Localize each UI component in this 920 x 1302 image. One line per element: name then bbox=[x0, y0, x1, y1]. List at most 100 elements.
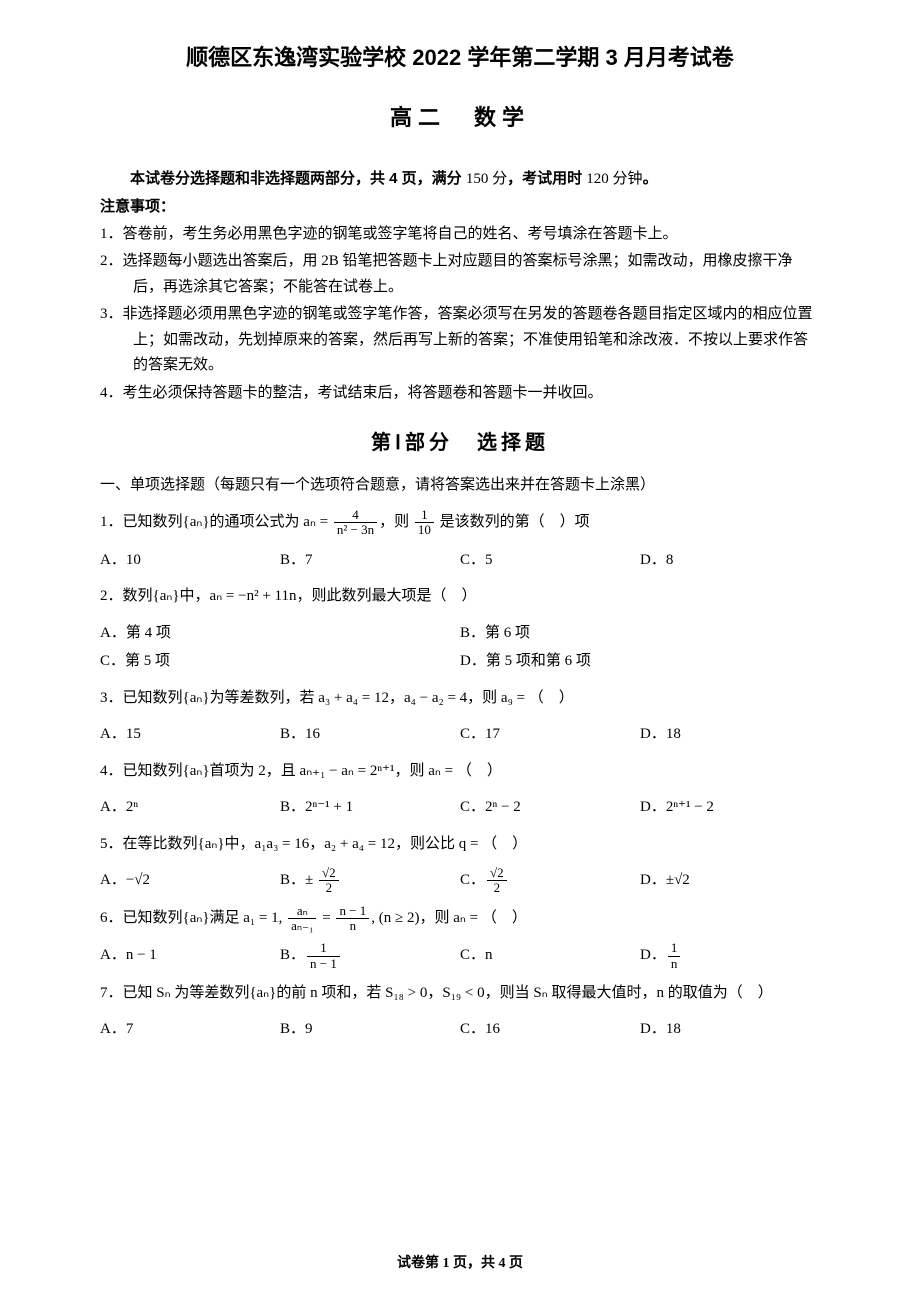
fraction: 1n − 1 bbox=[307, 941, 340, 971]
question-text: 6．已知数列{aₙ}满足 a₁ = 1, aₙaₙ₋₁ = n − 1n, (n… bbox=[100, 904, 820, 934]
question-5: 5．在等比数列{aₙ}中，a₁a₃ = 16，a₂ + a₄ = 12，则公比 … bbox=[100, 830, 820, 896]
numerator: n − 1 bbox=[336, 904, 369, 919]
intro-p3: 。 bbox=[643, 170, 658, 187]
question-text: 7．已知 Sₙ 为等差数列{aₙ}的前 n 项和，若 S₁₈ > 0，S₁₉ <… bbox=[100, 979, 820, 1008]
option-a: A．n − 1 bbox=[100, 941, 280, 971]
option-b: B．9 bbox=[280, 1015, 460, 1044]
fraction: √22 bbox=[487, 866, 507, 896]
question-text: 4．已知数列{aₙ}首项为 2，且 aₙ₊₁ − aₙ = 2ⁿ⁺¹，则 aₙ … bbox=[100, 757, 820, 786]
q-suffix: , (n ≥ 2)，则 aₙ = （ ） bbox=[371, 910, 527, 926]
question-text: 1．已知数列{aₙ}的通项公式为 aₙ = 4n² − 3n，则 110 是该数… bbox=[100, 508, 820, 538]
option-d: D．2ⁿ⁺¹ − 2 bbox=[640, 793, 820, 822]
q-prefix: 6．已知数列{aₙ}满足 a₁ = 1, bbox=[100, 910, 286, 926]
options: A．7 B．9 C．16 D．18 bbox=[100, 1015, 820, 1044]
q-prefix: 1．已知数列{aₙ}的通项公式为 aₙ = bbox=[100, 514, 332, 530]
opt-label: D． bbox=[640, 948, 666, 964]
numerator: √2 bbox=[319, 866, 339, 881]
option-c: C．5 bbox=[460, 546, 640, 575]
section-title: 第Ⅰ部分 选择题 bbox=[100, 426, 820, 455]
fraction: 110 bbox=[415, 508, 434, 538]
option-a: A．2ⁿ bbox=[100, 793, 280, 822]
exam-subtitle: 高二 数学 bbox=[100, 100, 820, 132]
option-a: A．15 bbox=[100, 720, 280, 749]
denominator: n bbox=[336, 919, 369, 933]
option-d: D．18 bbox=[640, 1015, 820, 1044]
option-d: D．第 5 项和第 6 项 bbox=[460, 647, 820, 676]
intro-text: 本试卷分选择题和非选择题两部分，共 4 页，满分 150 分，考试用时 120 … bbox=[100, 168, 820, 191]
notice-item: 2．选择题每小题选出答案后，用 2B 铅笔把答题卡上对应题目的答案标号涂黑；如需… bbox=[100, 249, 820, 300]
notice-title: 注意事项： bbox=[100, 195, 820, 216]
option-d: D．8 bbox=[640, 546, 820, 575]
subsection-title: 一、单项选择题（每题只有一个选项符合题意，请将答案选出来并在答题卡上涂黑） bbox=[100, 473, 820, 494]
option-d: D．1n bbox=[640, 941, 820, 971]
options: A．2ⁿ B．2ⁿ⁻¹ + 1 C．2ⁿ − 2 D．2ⁿ⁺¹ − 2 bbox=[100, 793, 820, 822]
question-2: 2．数列{aₙ}中，aₙ = −n² + 11n，则此数列最大项是（ ） A．第… bbox=[100, 582, 820, 676]
options: A．15 B．16 C．17 D．18 bbox=[100, 720, 820, 749]
denominator: 2 bbox=[487, 881, 507, 895]
denominator: aₙ₋₁ bbox=[288, 919, 316, 933]
option-b: B．± √22 bbox=[280, 866, 460, 896]
fraction: 4n² − 3n bbox=[334, 508, 377, 538]
options: A．第 4 项 B．第 6 项 C．第 5 项 D．第 5 项和第 6 项 bbox=[100, 619, 820, 676]
option-b: B．16 bbox=[280, 720, 460, 749]
notice-item: 4．考生必须保持答题卡的整洁，考试结束后，将答题卷和答题卡一并收回。 bbox=[100, 381, 820, 407]
question-4: 4．已知数列{aₙ}首项为 2，且 aₙ₊₁ − aₙ = 2ⁿ⁺¹，则 aₙ … bbox=[100, 757, 820, 822]
option-c: C．2ⁿ − 2 bbox=[460, 793, 640, 822]
question-text: 2．数列{aₙ}中，aₙ = −n² + 11n，则此数列最大项是（ ） bbox=[100, 582, 820, 611]
intro-time: 120 分钟 bbox=[586, 171, 642, 187]
question-7: 7．已知 Sₙ 为等差数列{aₙ}的前 n 项和，若 S₁₈ > 0，S₁₉ <… bbox=[100, 979, 820, 1044]
page-footer: 试卷第 1 页，共 4 页 bbox=[0, 1252, 920, 1272]
option-a: A．7 bbox=[100, 1015, 280, 1044]
opt-label: B． bbox=[280, 948, 305, 964]
denominator: n² − 3n bbox=[334, 523, 377, 537]
numerator: 1 bbox=[668, 941, 681, 956]
numerator: √2 bbox=[487, 866, 507, 881]
option-c: C．16 bbox=[460, 1015, 640, 1044]
fraction: √22 bbox=[319, 866, 339, 896]
notice-list: 1．答卷前，考生务必用黑色字迹的钢笔或签字笔将自己的姓名、考号填涂在答题卡上。 … bbox=[100, 222, 820, 407]
options: A．−√2 B．± √22 C．√22 D．±√2 bbox=[100, 866, 820, 896]
denominator: 2 bbox=[319, 881, 339, 895]
denominator: n bbox=[668, 957, 681, 971]
numerator: 1 bbox=[415, 508, 434, 523]
option-b: B．2ⁿ⁻¹ + 1 bbox=[280, 793, 460, 822]
denominator: n − 1 bbox=[307, 957, 340, 971]
question-text: 3．已知数列{aₙ}为等差数列，若 a₃ + a₄ = 12，a₄ − a₂ =… bbox=[100, 684, 820, 713]
question-1: 1．已知数列{aₙ}的通项公式为 aₙ = 4n² − 3n，则 110 是该数… bbox=[100, 508, 820, 574]
numerator: 4 bbox=[334, 508, 377, 523]
q-mid: ，则 bbox=[379, 514, 413, 530]
option-b: B．1n − 1 bbox=[280, 941, 460, 971]
fraction: aₙaₙ₋₁ bbox=[288, 904, 316, 934]
question-6: 6．已知数列{aₙ}满足 a₁ = 1, aₙaₙ₋₁ = n − 1n, (n… bbox=[100, 904, 820, 971]
q-suffix: 是该数列的第（ ）项 bbox=[436, 514, 590, 530]
option-a: A．10 bbox=[100, 546, 280, 575]
option-c: C．第 5 项 bbox=[100, 647, 460, 676]
option-d: D．±√2 bbox=[640, 866, 820, 896]
q-mid: = bbox=[318, 910, 334, 926]
intro-score: 150 分 bbox=[466, 171, 507, 187]
option-c: C．17 bbox=[460, 720, 640, 749]
exam-title: 顺德区东逸湾实验学校 2022 学年第二学期 3 月月考试卷 bbox=[100, 40, 820, 72]
question-3: 3．已知数列{aₙ}为等差数列，若 a₃ + a₄ = 12，a₄ − a₂ =… bbox=[100, 684, 820, 749]
option-d: D．18 bbox=[640, 720, 820, 749]
option-c: C．√22 bbox=[460, 866, 640, 896]
numerator: aₙ bbox=[288, 904, 316, 919]
intro-p1: 本试卷分选择题和非选择题两部分，共 4 页，满分 bbox=[130, 170, 466, 187]
notice-item: 3．非选择题必须用黑色字迹的钢笔或签字笔作答，答案必须写在另发的答题卷各题目指定… bbox=[100, 302, 820, 379]
options: A．10 B．7 C．5 D．8 bbox=[100, 546, 820, 575]
intro-p2: ，考试用时 bbox=[507, 170, 586, 187]
option-b: B．第 6 项 bbox=[460, 619, 820, 648]
option-c: C．n bbox=[460, 941, 640, 971]
option-a: A．第 4 项 bbox=[100, 619, 460, 648]
fraction: n − 1n bbox=[336, 904, 369, 934]
option-b: B．7 bbox=[280, 546, 460, 575]
notice-item: 1．答卷前，考生务必用黑色字迹的钢笔或签字笔将自己的姓名、考号填涂在答题卡上。 bbox=[100, 222, 820, 248]
opt-label: C． bbox=[460, 872, 485, 888]
fraction: 1n bbox=[668, 941, 681, 971]
option-a: A．−√2 bbox=[100, 866, 280, 896]
numerator: 1 bbox=[307, 941, 340, 956]
question-text: 5．在等比数列{aₙ}中，a₁a₃ = 16，a₂ + a₄ = 12，则公比 … bbox=[100, 830, 820, 859]
options: A．n − 1 B．1n − 1 C．n D．1n bbox=[100, 941, 820, 971]
opt-label: B．± bbox=[280, 872, 317, 888]
denominator: 10 bbox=[415, 523, 434, 537]
